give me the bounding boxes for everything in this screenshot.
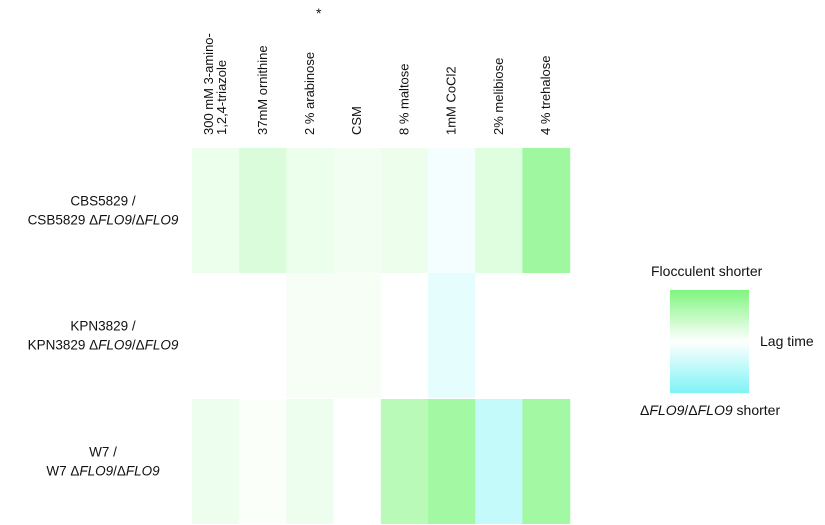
row-label-segment: /Δ: [132, 338, 145, 353]
column-label: CSM: [349, 106, 364, 135]
legend-bottom-prefix: Δ: [640, 402, 649, 418]
heatmap-cell: [192, 399, 240, 524]
heatmap-cell: [239, 273, 287, 398]
heatmap-cell: [428, 148, 476, 273]
column-label: 37mM ornithine: [255, 45, 270, 135]
heatmap-cell: [428, 273, 476, 398]
legend-gradient-bar: [670, 290, 749, 393]
row-label-segment: FLO9: [126, 464, 160, 479]
row-label-segment: /Δ: [132, 213, 145, 228]
legend-bottom-italic-1: FLO9: [649, 402, 684, 418]
heatmap-cell: [333, 273, 382, 398]
row-label-segment: FLO9: [79, 464, 113, 479]
heatmap-cells: [192, 148, 571, 524]
row-label-segment: /Δ: [113, 464, 126, 479]
heatmap-cell: [239, 399, 287, 524]
heatmap-cell: [475, 148, 523, 273]
row-label-line1: W7 /: [89, 445, 117, 460]
column-label: 1,2,4-triazole: [214, 60, 229, 135]
column-labels: 300 mM 3-amino-1,2,4-triazole 37mM ornith…: [201, 33, 553, 135]
row-label-segment: KPN3829 Δ: [28, 338, 99, 353]
row-label-segment: W7 Δ: [46, 464, 79, 479]
heatmap-cell: [380, 399, 429, 524]
heatmap-cell: [380, 273, 429, 398]
heatmap-cell: [239, 148, 287, 273]
heatmap-cell: [475, 399, 523, 524]
column-label: 300 mM 3-amino-: [201, 33, 216, 135]
heatmap-cell: [522, 273, 571, 398]
heatmap-cell: [192, 148, 240, 273]
row-label-line2: W7 ΔFLO9/ΔFLO9: [46, 464, 160, 479]
row-label-line2: KPN3829 ΔFLO9/ΔFLO9: [28, 338, 179, 353]
heatmap-cell: [286, 273, 335, 398]
row-label-segment: CSB5829 Δ: [28, 213, 99, 228]
legend-bottom-mid: /Δ: [684, 402, 697, 418]
column-label: 8 % maltose: [396, 63, 411, 135]
row-label-segment: FLO9: [98, 213, 132, 228]
heatmap-cell: [286, 399, 335, 524]
heatmap-cell: [428, 399, 476, 524]
heatmap-cell: [522, 148, 571, 273]
row-label-segment: FLO9: [98, 338, 132, 353]
legend-top-label: Flocculent shorter: [651, 263, 763, 279]
legend-middle-label: Lag time: [760, 333, 814, 349]
heatmap-cell: [286, 148, 335, 273]
column-label: 2 % arabinose: [302, 52, 317, 135]
column-label: 4 % trehalose: [538, 56, 553, 136]
heatmap-cell: [333, 148, 382, 273]
heatmap-cell: [380, 148, 429, 273]
row-label-segment: FLO9: [145, 338, 179, 353]
row-label-line1: CBS5829 /: [70, 194, 136, 209]
column-label: 2% melibiose: [491, 58, 506, 135]
row-label-line2: CSB5829 ΔFLO9/ΔFLO9: [28, 213, 179, 228]
heatmap-cell: [475, 273, 523, 398]
legend-bottom-suffix: shorter: [733, 402, 781, 418]
legend-bottom-label: ΔFLO9/ΔFLO9 shorter: [640, 402, 780, 418]
row-label-segment: FLO9: [145, 213, 179, 228]
legend-bottom-italic-2: FLO9: [698, 402, 733, 418]
legend: Flocculent shorter Lag time ΔFLO9/ΔFLO9 …: [640, 263, 814, 418]
heatmap-cell: [333, 399, 382, 524]
heatmap-cell: [192, 273, 240, 398]
column-label: 1mM CoCl2: [444, 66, 459, 135]
column-annotation: *: [316, 5, 322, 21]
row-label-line1: KPN3829 /: [70, 319, 136, 334]
heatmap-cell: [522, 399, 571, 524]
